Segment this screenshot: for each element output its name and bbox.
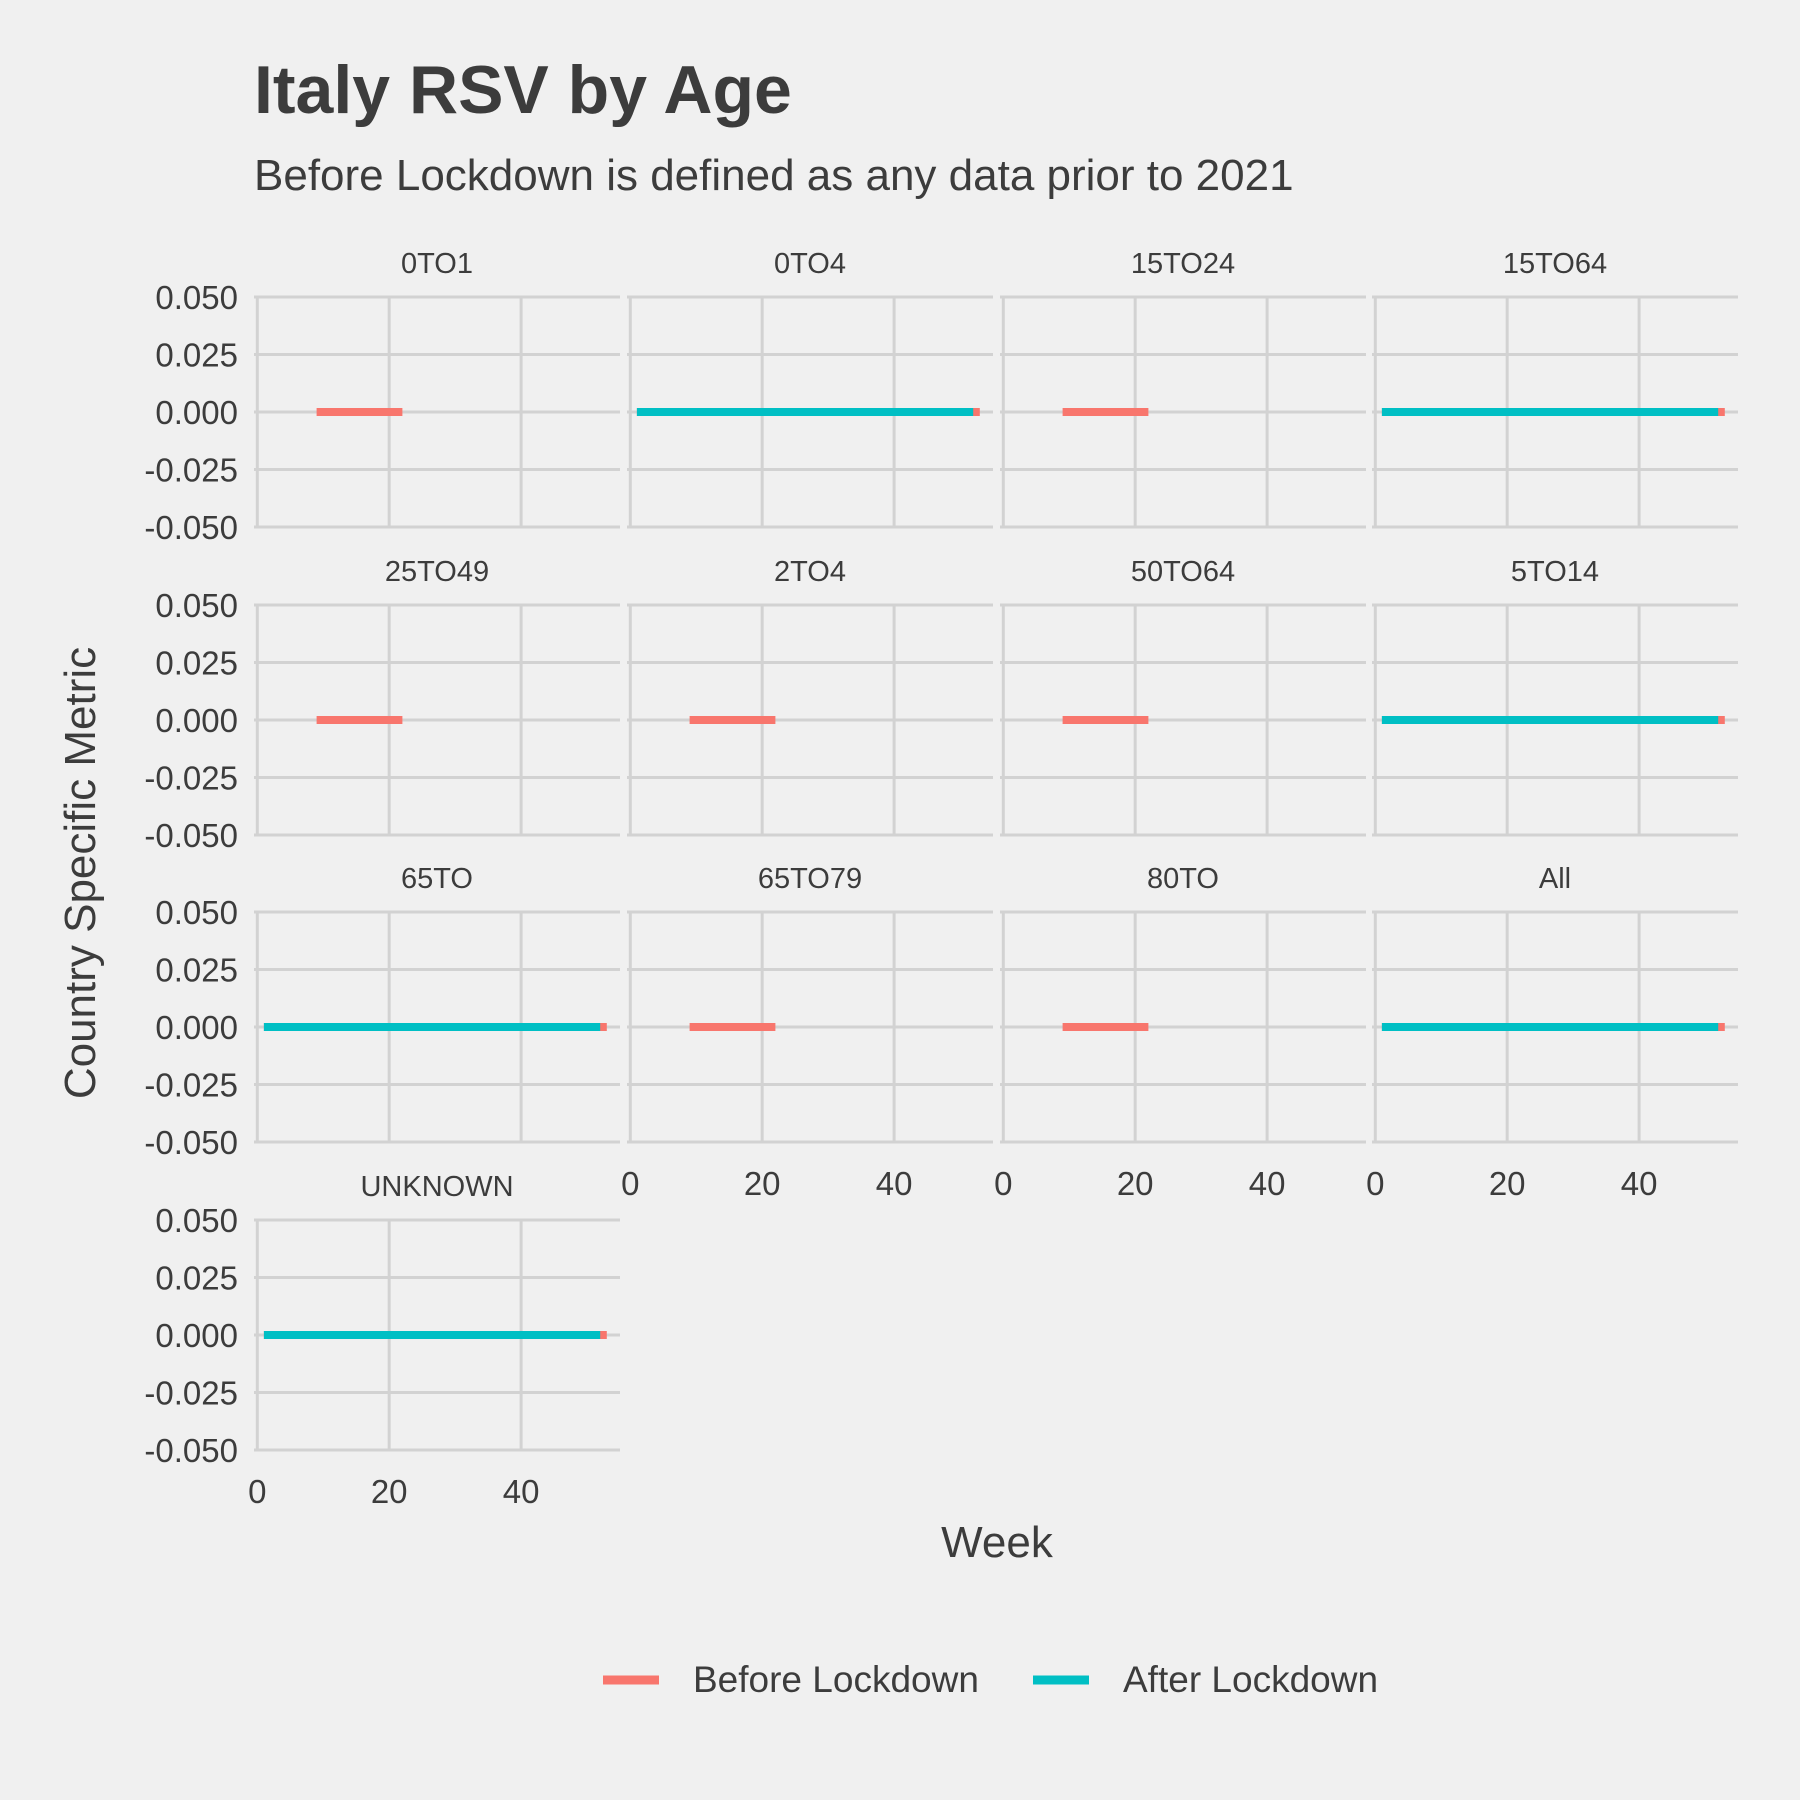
y-tick-label: -0.025 [144, 452, 238, 489]
legend-label: After Lockdown [1123, 1659, 1378, 1700]
facet-label: UNKNOWN [360, 1171, 513, 1203]
y-tick-label: -0.025 [144, 1375, 238, 1412]
facet-panel: 15TO24 [1000, 248, 1366, 529]
facet-label: 65TO79 [758, 863, 862, 895]
x-tick-label: 20 [744, 1165, 781, 1202]
chart-subtitle: Before Lockdown is defined as any data p… [254, 151, 1294, 200]
y-tick-label: -0.050 [144, 509, 238, 546]
y-tick-label: 0.025 [155, 645, 238, 682]
facet-label: 15TO24 [1131, 248, 1235, 280]
y-tick-label: 0.000 [155, 702, 238, 739]
y-tick-label: 0.025 [155, 952, 238, 989]
facet-label: 15TO64 [1503, 248, 1607, 280]
y-tick-label: 0.050 [155, 587, 238, 624]
y-tick-label: -0.050 [144, 1124, 238, 1161]
x-axis-label: Week [941, 1518, 1054, 1567]
y-tick-label: 0.050 [155, 894, 238, 931]
facet-label: 25TO49 [385, 556, 489, 588]
facet-label: 65TO [401, 863, 473, 895]
y-tick-label: -0.025 [144, 760, 238, 797]
x-tick-label: 20 [1489, 1165, 1526, 1202]
facet-panel: 80TO 0 20 40 [994, 863, 1366, 1202]
y-tick-label: 0.025 [155, 1260, 238, 1297]
facet-panel: 50TO64 [1000, 556, 1366, 837]
x-tick-label: 0 [248, 1473, 266, 1510]
y-tick-label: 0.000 [155, 1317, 238, 1354]
x-tick-label: 20 [371, 1473, 408, 1510]
facet-panel: 0TO4 [627, 248, 993, 529]
facet-label: 0TO4 [774, 248, 846, 280]
y-tick-label: 0.000 [155, 1009, 238, 1046]
facet-panel: 15TO64 [1372, 248, 1738, 529]
y-tick-label: -0.050 [144, 1432, 238, 1469]
facet-panel: 0TO1 0.050 0.025 0.000 -0.025 -0.050 [144, 248, 620, 546]
facet-label: 5TO14 [1511, 556, 1599, 588]
y-tick-label: -0.025 [144, 1067, 238, 1104]
facet-panel: 65TO79 0 20 40 [621, 863, 993, 1202]
x-tick-label: 20 [1117, 1165, 1154, 1202]
x-tick-label: 40 [876, 1165, 913, 1202]
y-tick-label: 0.050 [155, 1202, 238, 1239]
chart-title: Italy RSV by Age [254, 52, 792, 128]
facet-panel: 65TO 0.050 0.025 0.000 -0.025 -0.050 [144, 863, 620, 1161]
facet-panel: 2TO4 [627, 556, 993, 837]
facet-label: 0TO1 [401, 248, 473, 280]
legend: Before Lockdown After Lockdown [603, 1659, 1378, 1700]
x-tick-label: 0 [994, 1165, 1012, 1202]
x-tick-label: 0 [1366, 1165, 1384, 1202]
facet-label: 2TO4 [774, 556, 846, 588]
facet-panels: 0TO1 0.050 0.025 0.000 -0.025 -0.050 0TO4 15TO2… [144, 248, 1738, 1510]
x-tick-label: 40 [503, 1473, 540, 1510]
x-tick-label: 40 [1621, 1165, 1658, 1202]
y-axis-label: Country Specific Metric [56, 647, 105, 1099]
x-tick-label: 0 [621, 1165, 639, 1202]
facet-label: All [1539, 863, 1571, 895]
facet-panel: All 0 20 40 [1366, 863, 1738, 1202]
y-tick-label: 0.050 [155, 279, 238, 316]
legend-label: Before Lockdown [693, 1659, 979, 1700]
x-tick-label: 40 [1249, 1165, 1286, 1202]
facet-label: 80TO [1147, 863, 1219, 895]
y-tick-label: 0.000 [155, 394, 238, 431]
facet-panel: UNKNOWN 0.050 0.025 0.000 -0.025 -0.050 0 20 40 [144, 1171, 620, 1510]
y-tick-label: -0.050 [144, 817, 238, 854]
facet-panel: 5TO14 [1372, 556, 1738, 837]
facet-label: 50TO64 [1131, 556, 1235, 588]
facet-panel: 25TO49 0.050 0.025 0.000 -0.025 -0.050 [144, 556, 620, 854]
y-tick-label: 0.025 [155, 337, 238, 374]
